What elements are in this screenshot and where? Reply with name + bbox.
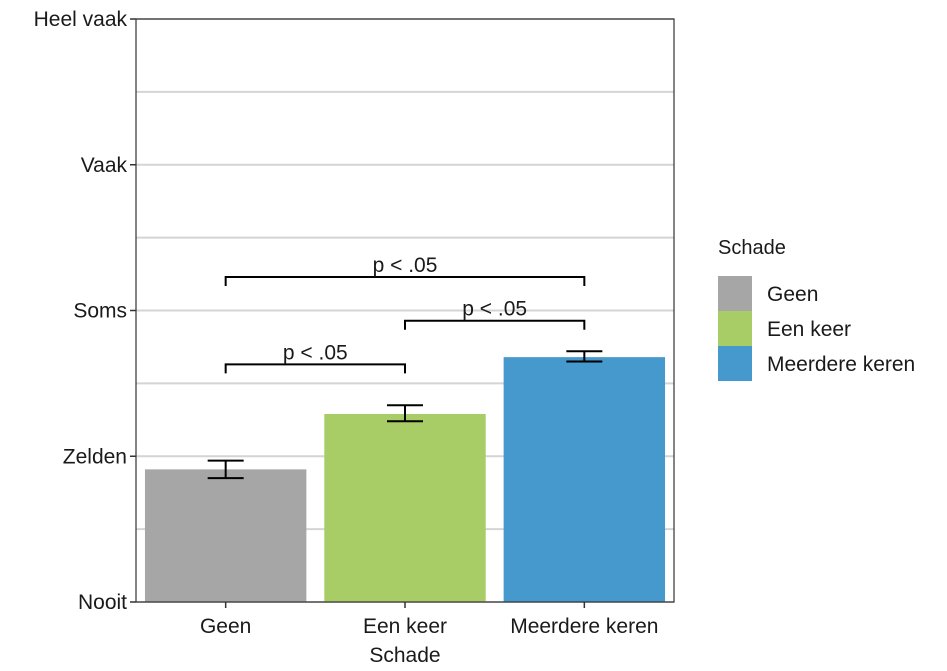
error-bar [207, 459, 244, 480]
legend-label: Geen [767, 283, 818, 306]
significance-bracket: p < .05 [224, 254, 586, 286]
legend-swatch [718, 346, 752, 381]
significance-label: p < .05 [462, 298, 527, 321]
x-tick-label: Meerdere keren [510, 615, 658, 638]
x-axis: Geen Een keer Meerdere keren [200, 602, 658, 638]
y-tick-label: Vaak [81, 154, 128, 177]
bar [324, 413, 486, 602]
significance-brackets: p < .05 p < .05 p < .05 [224, 254, 586, 374]
significance-label: p < .05 [373, 254, 438, 277]
y-axis: Nooit Zelden Soms Vaak Heel vaak [34, 8, 136, 614]
bar [144, 469, 307, 602]
legend-swatch [718, 276, 752, 311]
legend-item: Geen [718, 276, 818, 311]
y-tick-label: Nooit [78, 591, 127, 614]
y-tick-label: Heel vaak [34, 8, 128, 31]
legend-item: Een keer [718, 311, 851, 346]
x-tick-label: Een keer [363, 615, 447, 638]
legend-label: Meerdere keren [767, 353, 915, 376]
legend-title: Schade [718, 237, 786, 259]
x-axis-title: Schade [369, 644, 440, 666]
y-tick-label: Zelden [63, 445, 127, 468]
y-tick-label: Soms [73, 300, 127, 323]
bar [503, 357, 666, 602]
legend: Schade Geen Een keer Meerdere keren [718, 237, 915, 381]
legend-item: Meerdere keren [718, 346, 915, 381]
error-bar [566, 350, 603, 363]
significance-bracket: p < .05 [224, 341, 406, 374]
bars [144, 357, 666, 602]
legend-label: Een keer [767, 318, 851, 341]
legend-swatch [718, 311, 752, 346]
significance-bracket: p < .05 [404, 298, 586, 330]
significance-label: p < .05 [283, 341, 348, 364]
x-tick-label: Geen [200, 615, 251, 638]
error-bar [387, 404, 423, 423]
error-bars [207, 350, 603, 480]
